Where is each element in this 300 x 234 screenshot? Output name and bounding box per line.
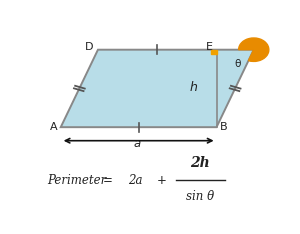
Text: A: A <box>50 122 58 132</box>
Text: B: B <box>220 122 227 132</box>
Text: 2h: 2h <box>190 156 210 170</box>
Text: sin θ: sin θ <box>186 190 214 203</box>
Text: C: C <box>257 42 265 52</box>
Text: E: E <box>206 42 213 52</box>
Polygon shape <box>61 50 254 127</box>
Text: +: + <box>157 174 167 187</box>
Text: a: a <box>134 137 141 150</box>
Wedge shape <box>238 38 269 61</box>
Text: 2a: 2a <box>128 174 142 187</box>
Text: h: h <box>189 81 197 94</box>
Polygon shape <box>211 50 217 54</box>
Text: =: = <box>103 174 112 187</box>
Text: D: D <box>84 42 93 52</box>
Text: θ: θ <box>234 59 241 69</box>
Text: Perimeter: Perimeter <box>47 174 106 187</box>
